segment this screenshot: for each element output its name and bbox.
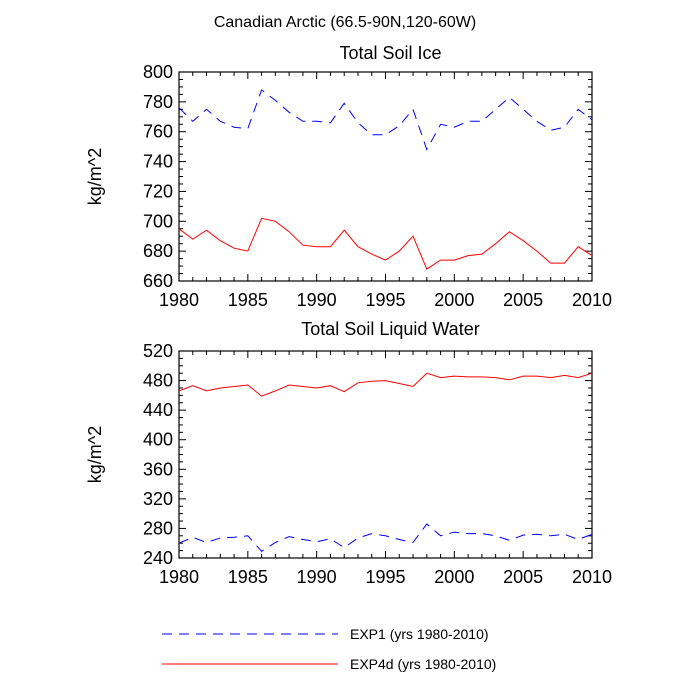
y-tick-label: 800 <box>143 62 173 82</box>
series-line-exp1 <box>178 89 593 151</box>
x-tick-label: 2000 <box>434 567 474 587</box>
panels: Total Soil Ice 1980 1985 1990 1995 2000 2005 20… <box>85 43 612 587</box>
legend-label-exp1: EXP1 (yrs 1980-2010) <box>350 626 489 642</box>
y-tick-label: 480 <box>143 371 173 391</box>
legend: EXP1 (yrs 1980-2010) EXP4d (yrs 1980-2010… <box>162 626 496 672</box>
x-tick-label: 1990 <box>297 567 337 587</box>
series-line-exp1 <box>178 523 593 552</box>
x-tick-label: 2005 <box>503 290 543 310</box>
x-tick-label: 1985 <box>228 567 268 587</box>
y-tick-label: 240 <box>143 548 173 568</box>
x-tick-label: 1995 <box>365 290 405 310</box>
x-tick-label: 2000 <box>434 290 474 310</box>
y-tick-label: 520 <box>143 341 173 361</box>
panel-title: Total Soil Liquid Water <box>301 319 479 339</box>
x-tick-label: 1995 <box>365 567 405 587</box>
panel-2: Total Soil Liquid Water 1980 1985 1990 1995 2… <box>85 319 612 587</box>
y-axis-label: kg/m^2 <box>85 426 105 483</box>
legend-label-exp4d: EXP4d (yrs 1980-2010) <box>350 656 496 672</box>
series-line-exp4d <box>178 372 593 397</box>
x-tick-label: 2010 <box>572 290 612 310</box>
series-line-exp4d <box>178 217 593 270</box>
panel-1: Total Soil Ice 1980 1985 1990 1995 2000 2005 20… <box>85 43 612 310</box>
figure-suptitle: Canadian Arctic (66.5-90N,120-60W) <box>214 14 476 31</box>
y-tick-label: 400 <box>143 430 173 450</box>
y-tick-label: 740 <box>143 152 173 172</box>
x-tick-label: 1985 <box>228 290 268 310</box>
y-tick-label: 360 <box>143 459 173 479</box>
x-tick-label: 1980 <box>159 567 199 587</box>
y-tick-label: 780 <box>143 92 173 112</box>
plot-frame <box>178 350 593 559</box>
y-tick-label: 280 <box>143 518 173 538</box>
panel-title: Total Soil Ice <box>339 43 441 63</box>
x-tick-label: 1980 <box>159 290 199 310</box>
x-tick-label: 1990 <box>297 290 337 310</box>
y-tick-label: 440 <box>143 400 173 420</box>
y-tick-label: 760 <box>143 122 173 142</box>
x-tick-label: 2010 <box>572 567 612 587</box>
y-axis-label: kg/m^2 <box>85 148 105 205</box>
y-tick-label: 320 <box>143 489 173 509</box>
y-tick-label: 700 <box>143 211 173 231</box>
y-tick-label: 720 <box>143 181 173 201</box>
y-tick-label: 680 <box>143 241 173 261</box>
x-tick-label: 2005 <box>503 567 543 587</box>
y-tick-label: 660 <box>143 271 173 291</box>
